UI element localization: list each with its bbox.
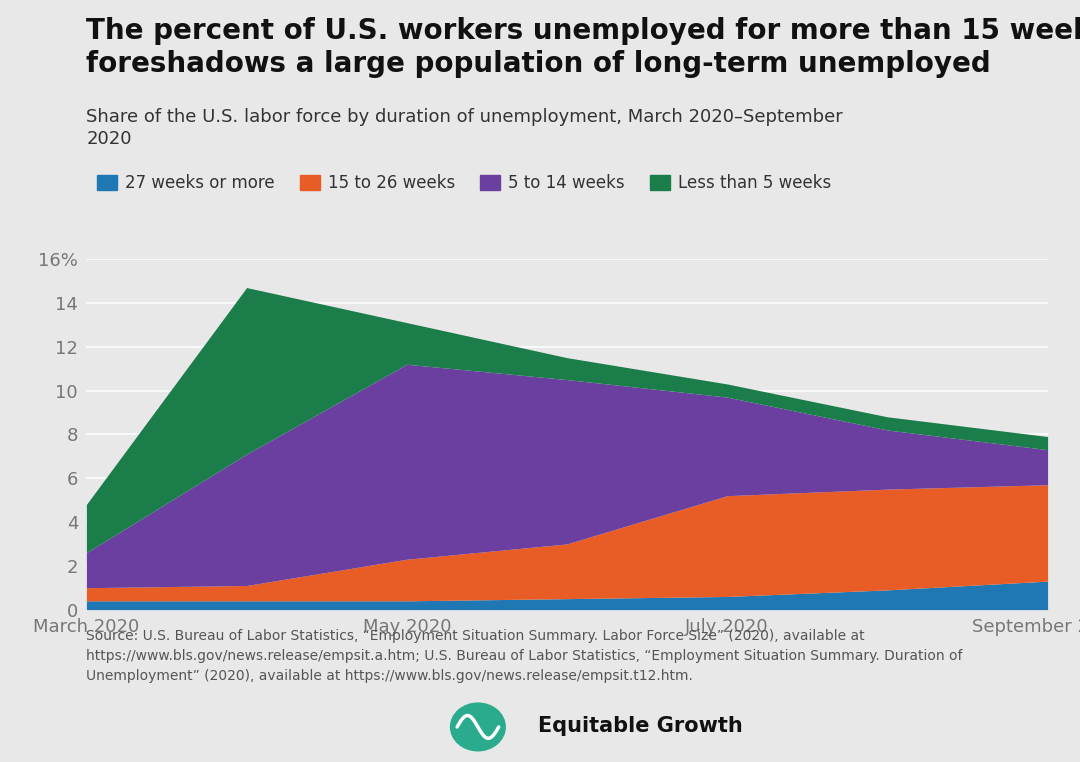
Text: Share of the U.S. labor force by duration of unemployment, March 2020–September
: Share of the U.S. labor force by duratio…: [86, 108, 843, 149]
Text: Equitable Growth: Equitable Growth: [538, 716, 743, 736]
Text: The percent of U.S. workers unemployed for more than 15 weeks
foreshadows a larg: The percent of U.S. workers unemployed f…: [86, 17, 1080, 78]
Text: Source: U.S. Bureau of Labor Statistics, “Employment Situation Summary. Labor Fo: Source: U.S. Bureau of Labor Statistics,…: [86, 629, 963, 683]
Legend: 27 weeks or more, 15 to 26 weeks, 5 to 14 weeks, Less than 5 weeks: 27 weeks or more, 15 to 26 weeks, 5 to 1…: [90, 168, 838, 199]
Circle shape: [450, 703, 505, 751]
